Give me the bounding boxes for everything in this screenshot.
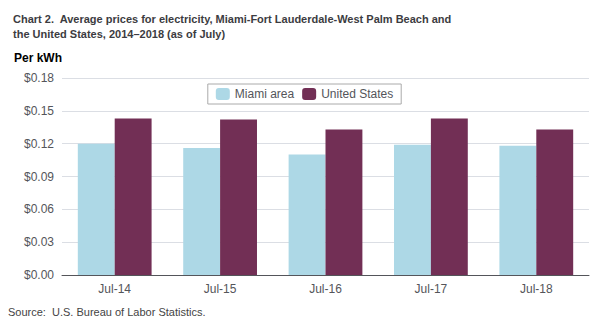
svg-text:United States: United States: [321, 87, 393, 101]
svg-text:Jul-16: Jul-16: [309, 282, 342, 296]
svg-text:$0.00: $0.00: [24, 268, 54, 282]
svg-text:$0.06: $0.06: [24, 202, 54, 216]
svg-text:$0.03: $0.03: [24, 235, 54, 249]
svg-text:Jul-15: Jul-15: [204, 282, 237, 296]
svg-text:Per kWh: Per kWh: [14, 51, 62, 65]
svg-text:Jul-17: Jul-17: [415, 282, 448, 296]
svg-text:$0.09: $0.09: [24, 170, 54, 184]
svg-text:the United States, 2014–2018 (: the United States, 2014–2018 (as of July…: [13, 28, 225, 40]
svg-text:$0.12: $0.12: [24, 137, 54, 151]
svg-text:Source: U.S. Bureau of Labor: Source: U.S. Bureau of Labor Statistics.: [8, 306, 205, 318]
svg-text:Jul-14: Jul-14: [98, 282, 131, 296]
svg-text:Chart 2. Average prices for e: Chart 2. Average prices for electricity,…: [13, 13, 451, 25]
svg-text:$0.18: $0.18: [24, 71, 54, 85]
svg-text:$0.15: $0.15: [24, 104, 54, 118]
svg-text:Miami area: Miami area: [235, 87, 295, 101]
svg-text:Jul-18: Jul-18: [520, 282, 553, 296]
